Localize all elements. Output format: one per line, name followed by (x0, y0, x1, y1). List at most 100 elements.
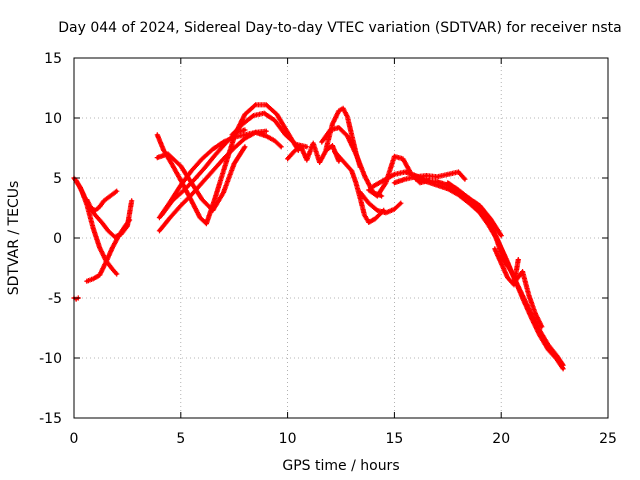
chart-title: Day 044 of 2024, Sidereal Day-to-day VTE… (58, 20, 621, 36)
data-point (367, 221, 371, 224)
series-arc-17 (357, 189, 404, 216)
data-point (403, 177, 407, 181)
data-point (482, 211, 486, 215)
data-point (401, 157, 405, 161)
data-point (382, 179, 386, 182)
data-point (493, 247, 497, 251)
data-point (371, 185, 375, 188)
data-point (211, 147, 215, 151)
series-arc-12 (229, 110, 310, 150)
data-point (181, 189, 185, 193)
data-point (331, 122, 334, 126)
data-point (512, 283, 516, 287)
data-point (328, 128, 332, 132)
data-point (123, 224, 127, 228)
data-point (540, 325, 544, 329)
data-point (166, 152, 170, 156)
series-arc-19 (370, 169, 504, 239)
data-point (224, 141, 228, 145)
data-point (403, 170, 407, 174)
data-point (337, 109, 341, 113)
data-point (393, 155, 396, 158)
data-point (516, 258, 520, 261)
data-point (384, 211, 388, 215)
data-point (292, 150, 296, 154)
data-point (311, 141, 315, 145)
data-point (499, 234, 503, 238)
data-point (446, 187, 450, 191)
data-point (358, 191, 362, 194)
data-point (158, 216, 161, 220)
data-point (108, 194, 112, 198)
data-point (128, 218, 131, 222)
data-point (305, 158, 309, 162)
data-point (211, 209, 215, 212)
data-point (192, 179, 196, 182)
data-point (81, 191, 84, 194)
data-point (179, 204, 183, 208)
series-arc-10 (158, 127, 248, 218)
series-markers (156, 128, 269, 234)
y-tick-label: 0 (53, 231, 62, 247)
data-point (457, 193, 460, 197)
data-point (98, 246, 102, 250)
data-point (341, 159, 345, 163)
data-point (205, 222, 208, 226)
data-point (425, 180, 428, 184)
data-point (393, 173, 396, 176)
data-point (98, 273, 102, 277)
series-arc-15 (319, 125, 385, 199)
data-point (463, 177, 467, 181)
data-point (399, 201, 403, 205)
data-point (243, 113, 247, 116)
data-point (89, 206, 93, 210)
data-point (104, 260, 108, 264)
y-tick-label: -15 (39, 411, 62, 427)
data-point (393, 207, 396, 211)
data-points (71, 102, 566, 372)
data-point (435, 180, 439, 184)
series-arc-1 (71, 175, 120, 277)
data-point (273, 139, 277, 143)
data-point (393, 181, 396, 185)
data-point (527, 294, 531, 297)
data-point (425, 174, 428, 178)
series-arc-20 (391, 169, 468, 186)
data-point (506, 276, 510, 279)
data-point (262, 111, 266, 115)
data-point (243, 133, 247, 137)
data-point (275, 113, 279, 116)
data-point (91, 277, 95, 281)
data-point (350, 169, 354, 173)
data-point (337, 159, 341, 163)
data-point (529, 312, 533, 315)
data-point (284, 133, 287, 137)
y-tick-label: -5 (48, 291, 62, 307)
data-point (74, 179, 78, 182)
data-point (202, 167, 206, 170)
data-point (179, 164, 183, 168)
data-point (222, 169, 225, 173)
data-point (162, 149, 166, 152)
data-point (446, 181, 450, 185)
data-point (111, 267, 114, 271)
data-point (495, 239, 499, 242)
data-point (243, 128, 247, 132)
data-point (457, 188, 460, 192)
x-tick-label: 5 (176, 431, 185, 447)
data-point (331, 144, 334, 148)
data-point (521, 294, 524, 297)
data-point (93, 209, 97, 212)
x-tick-label: 0 (70, 431, 79, 447)
data-point (85, 279, 89, 283)
data-point (198, 216, 202, 220)
series-arc-4 (84, 217, 133, 284)
data-point (279, 145, 283, 149)
data-point (324, 147, 328, 151)
x-axis-label: GPS time / hours (282, 458, 399, 474)
series-markers (370, 169, 504, 239)
data-point (213, 197, 217, 200)
data-point (380, 194, 383, 198)
data-point (318, 161, 322, 164)
data-point (337, 126, 341, 129)
